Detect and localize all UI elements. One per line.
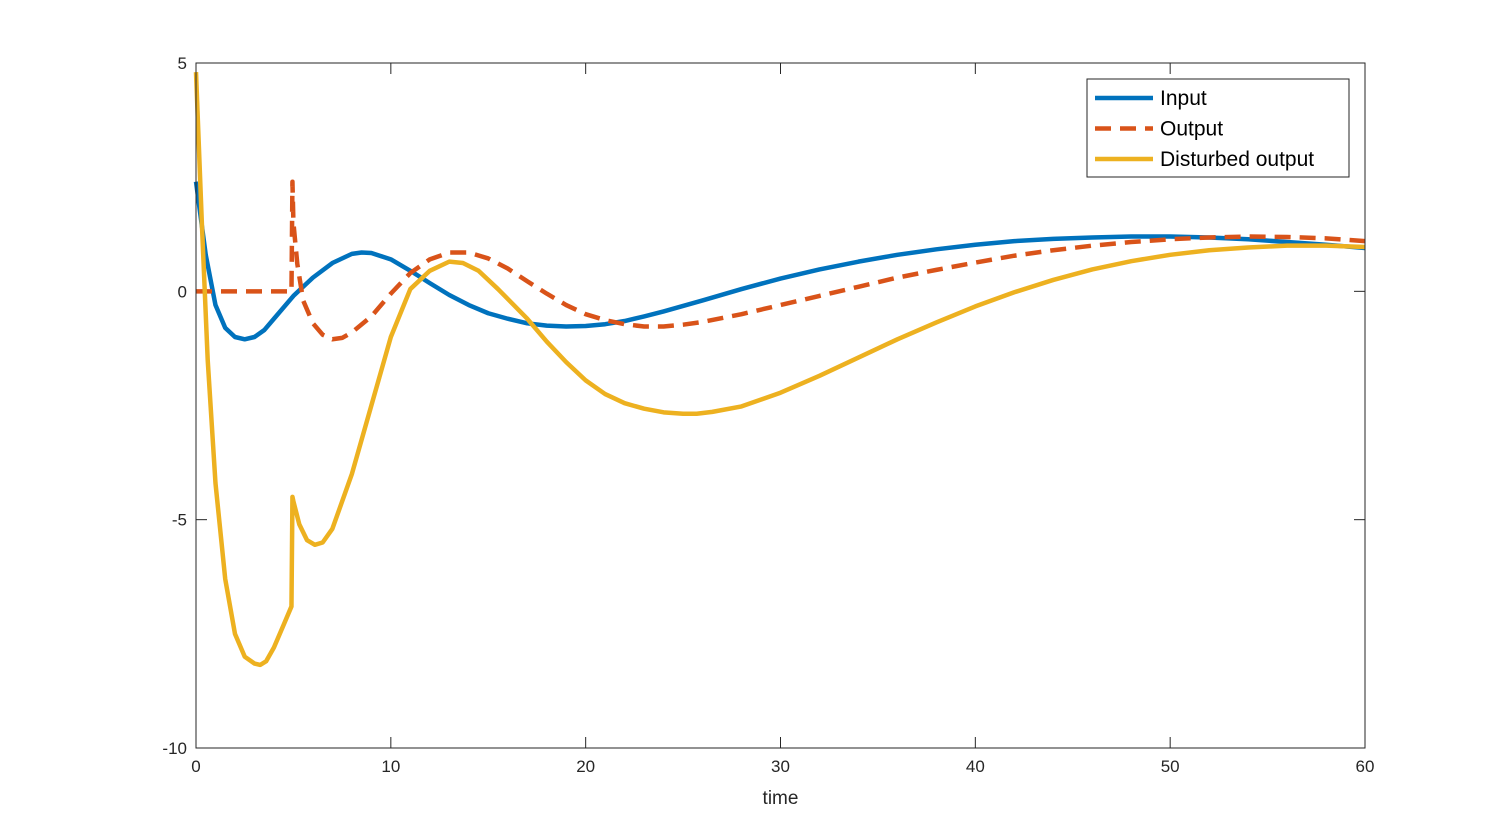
- legend-label: Output: [1160, 118, 1223, 141]
- series-line-disturbed-output: [193, 72, 1366, 668]
- y-tick-label: 5: [178, 54, 187, 73]
- axis-ticks: 0 10 20 30 40 50 60 -10 -5 0 5: [162, 54, 1374, 776]
- legend-label: Input: [1160, 87, 1207, 110]
- x-tick-label: 10: [381, 757, 400, 776]
- axes-box: [195, 62, 1366, 749]
- legend: Input Output Disturbed output: [1086, 78, 1350, 178]
- series-line-input: [193, 181, 1366, 342]
- x-tick-label: 60: [1356, 757, 1375, 776]
- y-tick-label: -5: [172, 511, 187, 530]
- plot-area: [193, 72, 1366, 668]
- series-line-output: [196, 179, 1366, 342]
- x-axis-label: time: [763, 788, 799, 809]
- x-tick-label: 0: [191, 757, 200, 776]
- x-tick-label: 20: [576, 757, 595, 776]
- x-tick-label: 50: [1161, 757, 1180, 776]
- x-tick-label: 30: [771, 757, 790, 776]
- x-tick-label: 40: [966, 757, 985, 776]
- y-tick-label: -10: [162, 739, 187, 758]
- legend-label: Disturbed output: [1160, 148, 1314, 171]
- y-tick-label: 0: [178, 282, 187, 301]
